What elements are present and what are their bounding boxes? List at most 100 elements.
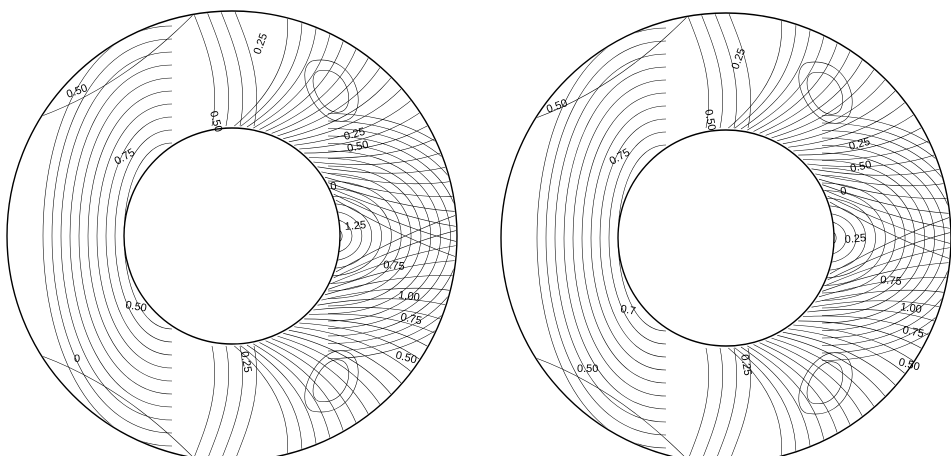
isoline — [259, 35, 346, 130]
isoline — [317, 298, 452, 307]
isoline — [829, 215, 950, 275]
contour-label: 0.50 — [577, 363, 598, 375]
contour-label: 1.25 — [344, 219, 366, 233]
isoline — [536, 27, 667, 449]
isoline — [327, 150, 441, 322]
isoline-loop-lower — [304, 350, 359, 413]
isoline — [821, 137, 950, 339]
isoline — [771, 64, 878, 139]
isoline — [234, 345, 288, 456]
isoline — [313, 307, 446, 322]
isoline — [41, 355, 203, 456]
isoline — [233, 345, 257, 456]
contour-label: 0.75 — [880, 274, 902, 288]
isoline — [545, 40, 667, 436]
isoline — [818, 277, 950, 298]
isoline — [727, 347, 751, 456]
isoline-loop-upper-inner — [806, 72, 843, 115]
isoline — [308, 313, 440, 336]
isoline — [288, 329, 406, 388]
contour-label: 0.50 — [394, 349, 418, 366]
isoline — [304, 122, 433, 154]
isoline — [327, 128, 456, 344]
isoline — [685, 347, 709, 456]
isoline — [234, 12, 288, 127]
isoline — [253, 28, 332, 129]
isoline — [333, 228, 456, 279]
contour-label: 0 — [329, 180, 337, 193]
contour-label: 0.25 — [252, 32, 271, 56]
isoline — [271, 338, 372, 420]
isoline — [765, 340, 866, 422]
isoline — [788, 328, 910, 378]
isoline — [288, 84, 406, 143]
isoline — [822, 184, 950, 214]
isoline — [265, 43, 359, 132]
isoline — [793, 324, 919, 365]
isoline-loop-lower-inner — [312, 359, 349, 402]
contour-label: 0.25 — [844, 232, 866, 246]
isoline — [324, 176, 456, 197]
isoline — [747, 345, 826, 446]
isoline-loop-upper — [304, 59, 359, 122]
isoline — [713, 347, 737, 456]
isoline — [771, 337, 878, 412]
isoline — [51, 38, 173, 434]
isoline — [829, 201, 950, 261]
contour-label: 0.50 — [702, 108, 718, 131]
isoline — [328, 260, 456, 290]
isoline — [327, 210, 363, 262]
isoline — [590, 105, 667, 371]
isoline — [535, 14, 697, 119]
isoline — [335, 213, 456, 273]
isoline — [205, 345, 229, 456]
isoline — [821, 197, 876, 279]
isoline — [759, 45, 853, 134]
contour-label: 0.25 — [738, 353, 754, 376]
contour-label: 1.00 — [398, 289, 421, 304]
contour-label: 0.75 — [383, 259, 405, 273]
isoline — [294, 96, 416, 146]
isoline — [782, 86, 900, 145]
isoline — [233, 12, 257, 127]
isoline — [713, 14, 737, 129]
contour-label: 0.50 — [897, 356, 921, 373]
isoline — [219, 12, 243, 127]
isoline — [699, 347, 723, 456]
contour-label: 0.75 — [399, 311, 422, 327]
contour-label: 0.25 — [238, 350, 254, 373]
contour-label: 1.00 — [900, 301, 923, 316]
isoline — [308, 136, 440, 159]
isoline — [304, 318, 433, 350]
isoline — [811, 167, 946, 176]
isoline — [96, 103, 173, 369]
isoline — [734, 347, 797, 456]
isoline — [777, 75, 889, 141]
isoline — [246, 344, 317, 450]
isoline — [788, 98, 910, 148]
isoline — [765, 54, 866, 136]
isoline — [827, 230, 950, 281]
isoline — [205, 12, 229, 127]
isoline — [327, 195, 382, 277]
isoline — [821, 212, 857, 264]
isoline — [777, 335, 889, 401]
isoline — [277, 335, 384, 410]
contour-label: 0.50 — [124, 299, 147, 315]
isoline — [782, 331, 900, 390]
isoline — [759, 342, 853, 431]
isoline — [271, 52, 372, 134]
isoline — [699, 14, 723, 129]
isoline — [328, 182, 456, 212]
outer-boundary — [6, 10, 458, 456]
contour-label: 0.25 — [343, 126, 367, 143]
contour-label: 0.75 — [901, 324, 924, 340]
isoline — [811, 300, 946, 309]
contour-label: 0.50 — [65, 82, 89, 101]
isoline — [265, 340, 359, 429]
isoline — [324, 275, 456, 296]
isoline — [827, 195, 950, 246]
isoline — [825, 246, 950, 286]
isoline-loop-upper-inner — [312, 70, 349, 113]
